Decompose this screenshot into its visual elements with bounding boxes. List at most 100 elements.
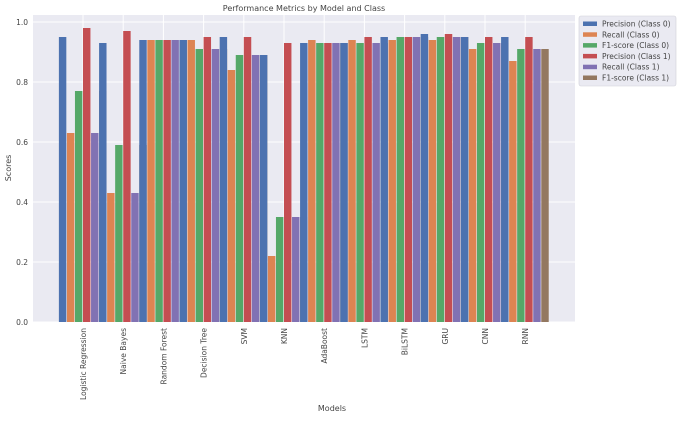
y-tick-label: 0.2 [16,258,28,267]
bar-recall-class-0-cnn [468,49,477,322]
bar-f1-score-class-0-gru [436,37,445,322]
bar-recall-class-1-gru [452,37,461,322]
y-tick-label: 0.0 [16,318,28,327]
bar-f1-score-class-0-random-forest [155,40,163,322]
bar-f1-score-class-1-rnn [541,49,549,322]
bar-recall-class-1-bilstm [412,37,421,322]
bar-f1-score-class-0-knn [275,217,284,322]
bar-recall-class-1-random-forest [171,40,179,322]
bar-recall-class-1-rnn [533,49,541,322]
x-tick-label: RNN [521,328,530,344]
bar-recall-class-1-lstm [372,43,380,322]
bar-recall-class-1-logistic-regression [91,133,99,322]
bar-precision-class-1-svm [243,37,252,322]
bar-recall-class-0-svm [227,70,236,322]
bar-f1-score-class-0-svm [235,55,244,322]
bar-precision-class-1-cnn [485,37,493,322]
bar-recall-class-0-logistic-regression [66,133,75,322]
bar-precision-class-0-rnn [501,37,509,322]
legend: Precision (Class 0)Recall (Class 0) F1-sc… [578,15,677,87]
bar-f1-score-class-0-bilstm [396,37,404,322]
bar-precision-class-1-knn [284,43,292,322]
x-tick-label: Random Forest [159,328,168,385]
bar-f1-score-class-0-adaboost [316,43,324,322]
legend-swatch [583,53,597,59]
bar-precision-class-1-rnn [525,37,533,322]
bar-precision-class-0-decision-tree [179,40,187,322]
bar-f1-score-class-0-cnn [476,43,485,322]
bar-precision-class-1-naive-bayes [123,31,131,322]
legend-swatch [583,21,597,26]
legend-swatch [583,75,597,80]
legend-label: F1-score (Class 0) [602,41,669,50]
legend-label: Recall (Class 0) [602,30,660,39]
legend-label: Precision (Class 0) [602,20,671,29]
legend-label: Recall (Class 1) [602,63,660,72]
bar-recall-class-0-decision-tree [187,40,195,322]
bar-precision-class-1-lstm [364,37,372,322]
x-tick-label: AdaBoost [320,328,329,364]
bar-recall-class-1-decision-tree [211,49,220,322]
x-tick-label: Logistic Regression [79,328,88,400]
y-tick-label: 0.4 [16,198,28,207]
bar-precision-class-1-gru [444,34,453,322]
x-tick-label: BiLSTM [401,328,410,355]
bar-recall-class-0-random-forest [147,40,155,322]
x-tick-label: CNN [481,328,490,344]
y-axis-label: Scores [4,155,13,182]
bar-f1-score-class-0-rnn [517,49,525,322]
x-tick-label: Decision Tree [200,328,209,378]
x-tick-label: SVM [240,328,249,344]
x-tick-label: Naive Bayes [119,328,128,375]
y-tick-label: 0.6 [16,138,28,147]
bar-recall-class-1-svm [251,55,260,322]
x-tick-label: GRU [441,328,450,345]
bar-precision-class-0-random-forest [139,40,147,322]
legend-swatch [583,43,597,48]
bars [58,28,549,322]
x-axis-label: Models [318,404,346,413]
x-tick-label: KNN [280,328,289,344]
bar-recall-class-0-naive-bayes [107,193,115,322]
legend-swatch [583,32,597,37]
legend-label: F1-score (Class 1) [602,74,669,83]
bar-precision-class-0-svm [219,37,228,322]
bar-recall-class-0-bilstm [388,40,396,322]
bar-precision-class-0-cnn [460,37,469,322]
bar-precision-class-0-gru [420,34,429,322]
bar-recall-class-0-lstm [348,40,356,322]
bar-precision-class-0-adaboost [300,43,308,322]
bar-recall-class-1-naive-bayes [131,193,139,322]
chart-title: Performance Metrics by Model and Class [223,4,385,13]
bar-precision-class-0-knn [259,55,268,322]
y-tick-label: 0.8 [16,78,28,87]
bar-precision-class-1-logistic-regression [83,28,91,322]
y-tick-label: 1.0 [16,18,28,27]
bar-precision-class-0-lstm [340,43,348,322]
bar-precision-class-0-logistic-regression [58,37,67,322]
bar-precision-class-0-naive-bayes [99,43,107,322]
legend-box [578,15,677,87]
bar-precision-class-1-bilstm [404,37,413,322]
legend-swatch [583,64,597,70]
bar-recall-class-1-adaboost [332,43,340,322]
bar-precision-class-1-adaboost [324,43,332,322]
bar-recall-class-0-knn [267,256,276,322]
bar-recall-class-0-gru [428,40,437,322]
bar-f1-score-class-0-logistic-regression [74,91,83,322]
bar-recall-class-1-cnn [493,43,501,322]
bar-precision-class-1-decision-tree [203,37,212,322]
x-tick-label: LSTM [360,328,369,348]
bar-f1-score-class-0-lstm [356,43,364,322]
bar-recall-class-1-knn [292,217,300,322]
x-ticks: Logistic Regression Naive Bayes Random For… [79,328,530,400]
bar-precision-class-0-bilstm [380,37,388,322]
bar-f1-score-class-0-naive-bayes [115,145,123,322]
bar-recall-class-0-adaboost [308,40,316,322]
y-ticks: 0.0 0.2 0.4 0.6 0.8 1.0 [16,18,28,327]
bar-precision-class-1-random-forest [163,40,171,322]
bar-recall-class-0-rnn [509,61,517,322]
bar-f1-score-class-0-decision-tree [195,49,203,322]
legend-label: Precision (Class 1) [602,52,671,61]
